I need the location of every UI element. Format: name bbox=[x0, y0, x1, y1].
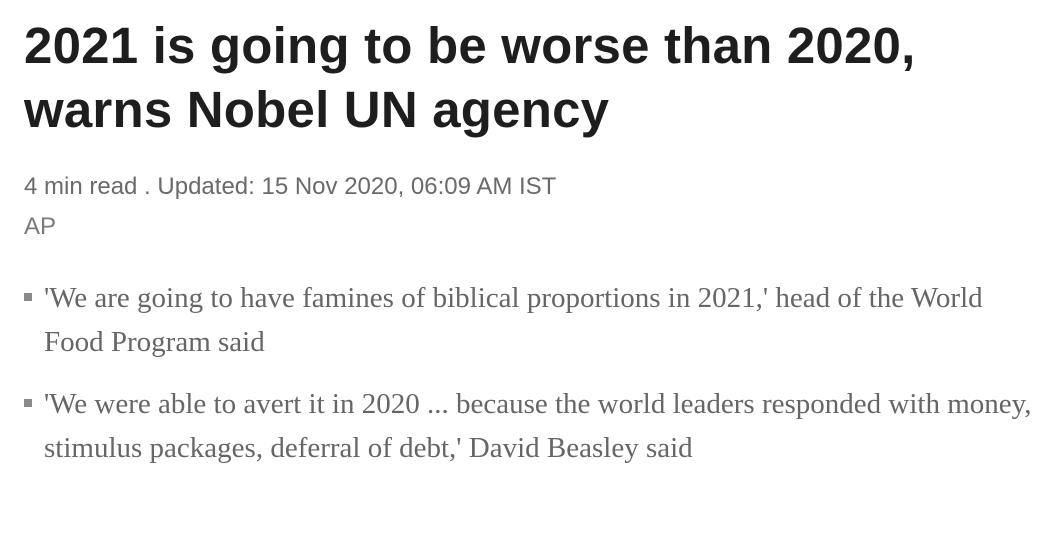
updated-label: Updated: bbox=[157, 173, 262, 200]
bullet-square-icon bbox=[24, 293, 32, 301]
read-time: 4 min read bbox=[24, 173, 138, 200]
highlight-item: 'We were able to avert it in 2020 ... be… bbox=[24, 382, 1034, 470]
highlight-text: 'We are going to have famines of biblica… bbox=[44, 282, 983, 358]
article: 2021 is going to be worse than 2020, war… bbox=[24, 14, 1034, 488]
bullet-square-icon bbox=[24, 399, 32, 407]
highlights-list: 'We are going to have famines of biblica… bbox=[24, 276, 1034, 470]
highlight-text: 'We were able to avert it in 2020 ... be… bbox=[44, 388, 1032, 464]
meta-line: 4 min read . Updated: 15 Nov 2020, 06:09… bbox=[24, 173, 556, 200]
headline: 2021 is going to be worse than 2020, war… bbox=[24, 17, 916, 138]
highlight-item: 'We are going to have famines of biblica… bbox=[24, 276, 1034, 364]
byline: AP bbox=[24, 213, 57, 240]
article-meta: 4 min read . Updated: 15 Nov 2020, 06:09… bbox=[24, 172, 1034, 202]
meta-separator: . bbox=[137, 173, 158, 200]
updated-time: 15 Nov 2020, 06:09 AM IST bbox=[261, 173, 557, 200]
